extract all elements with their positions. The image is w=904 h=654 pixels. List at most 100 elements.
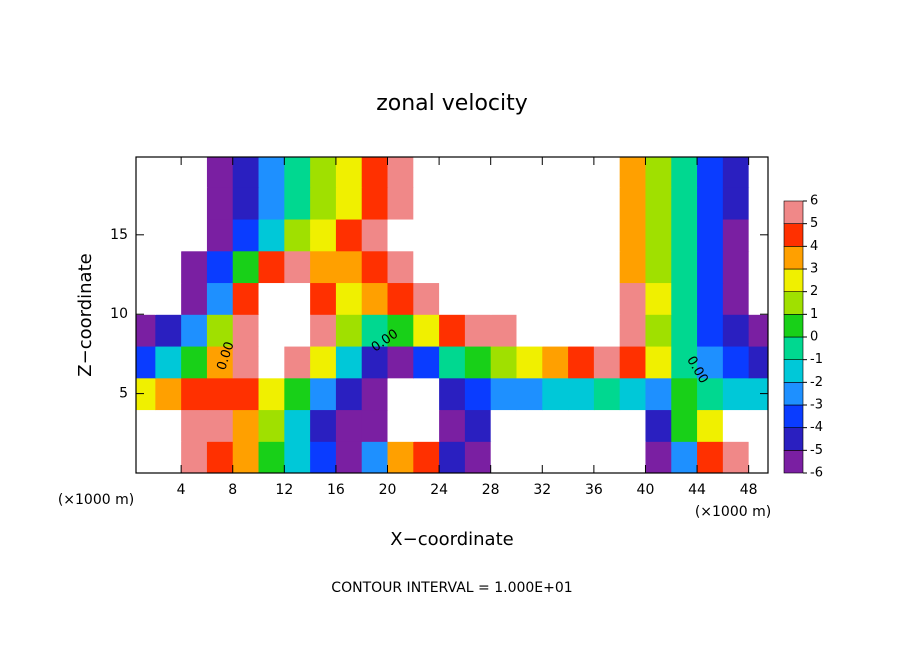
field-cell [619,345,647,379]
field-cell [645,250,672,284]
field-cell [387,187,414,220]
field-cell [258,314,285,347]
field-cell [697,282,724,315]
field-cell [748,282,768,315]
y-tick-label: 5 [119,386,128,402]
field-cell [335,218,363,252]
field-cell [284,441,311,473]
field-cell [464,250,492,284]
field-cell [413,441,440,473]
field-cell [439,441,466,473]
field-cell [258,218,285,252]
field-cell [361,409,389,442]
field-cell [284,250,311,284]
field-cell [722,314,750,347]
field-cell [335,187,363,220]
colorbar-label: 3 [810,262,818,277]
field-cell [284,314,311,347]
field-cell [310,282,337,315]
field-cell [361,218,389,252]
field-cell [181,409,208,442]
field-cell [568,157,595,188]
field-cell [748,441,768,473]
field-cell [619,282,647,315]
field-cell [697,377,724,411]
field-cell [206,157,234,188]
field-cell [136,157,156,188]
colorbar-swatch [783,291,804,315]
footer: CONTOUR INTERVAL = 1.000E+01 [331,580,572,596]
field-cell [619,314,647,347]
field-cell [232,282,260,315]
field-cell [155,345,182,379]
field-cell [516,345,543,379]
field-cell [645,441,672,473]
field-cell [464,345,492,379]
field-cell [464,314,492,347]
x-tick-label: 8 [228,482,237,498]
field-cell [413,187,440,220]
field-cell [722,345,750,379]
field-cell [516,187,543,220]
field-cell [593,282,621,315]
field-cell [155,218,182,252]
field [136,157,768,473]
field-cell [542,409,569,442]
field-cell [748,409,768,442]
field-cell [516,377,543,411]
field-cell [413,377,440,411]
field-cell [258,157,285,188]
field-cell [284,157,311,188]
field-cell [232,250,260,284]
field-cell [516,441,543,473]
field-cell [284,377,311,411]
colorbar-label: -1 [810,352,823,367]
field-cell [155,314,182,347]
field-cell [310,377,337,411]
x-axis-label: X−coordinate [390,529,513,550]
field-cell [516,282,543,315]
field-cell [490,157,518,188]
field-cell [181,157,208,188]
field-cell [697,409,724,442]
field-cell [258,409,285,442]
field-cell [516,218,543,252]
field-cell [335,314,363,347]
field-cell [645,377,672,411]
field-cell [232,345,260,379]
field-cell [181,282,208,315]
field-cell [568,218,595,252]
field-cell [671,441,698,473]
colorbar-label: -3 [810,398,823,413]
field-cell [568,377,595,411]
field-cell [206,218,234,252]
field-cell [568,441,595,473]
field-cell [464,441,492,473]
field-cell [155,282,182,315]
field-cell [593,250,621,284]
field-cell [413,314,440,347]
field-cell [593,157,621,188]
field-cell [387,345,414,379]
field-cell [413,157,440,188]
field-cell [413,345,440,379]
field-cell [593,218,621,252]
field-cell [387,157,414,188]
field-cell [593,409,621,442]
field-cell [490,409,518,442]
x-tick-label: 12 [275,482,293,498]
y-axis-label: Z−coordinate [75,253,96,376]
field-cell [310,218,337,252]
field-cell [645,157,672,188]
field-cell [722,377,750,411]
field-cell [155,377,182,411]
field-cell [671,345,698,379]
field-cell [361,345,389,379]
field-cell [464,282,492,315]
colorbar-swatch [783,382,804,406]
field-cell [490,218,518,252]
field-cell [671,157,698,188]
colorbar-swatch [783,246,804,270]
field-cell [671,218,698,252]
field-cell [645,314,672,347]
